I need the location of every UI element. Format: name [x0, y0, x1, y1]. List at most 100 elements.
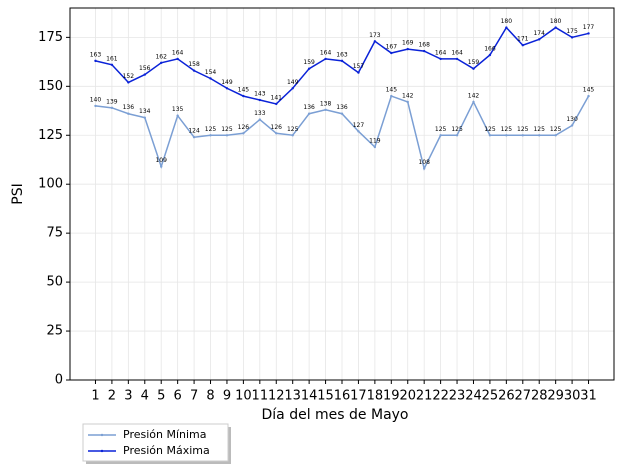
point: [127, 81, 130, 84]
data-label: 124: [188, 128, 200, 135]
point: [357, 71, 360, 74]
point: [291, 87, 294, 90]
x-tick-label: 3: [124, 389, 132, 404]
point: [390, 51, 393, 55]
y-tick-label: 0: [55, 373, 63, 388]
point: [340, 59, 344, 63]
legend-label: Presión Mínima: [123, 428, 207, 441]
x-tick-label: 20: [399, 389, 416, 404]
point: [110, 106, 114, 110]
point: [340, 112, 344, 115]
x-tick-label: 22: [432, 389, 449, 404]
x-tick-label: 10: [235, 389, 252, 404]
data-label: 168: [418, 42, 430, 49]
x-tick-label: 31: [580, 389, 597, 404]
data-label: 145: [386, 87, 398, 94]
data-label: 126: [238, 124, 250, 131]
point: [455, 57, 459, 61]
data-label: 136: [123, 104, 135, 111]
point: [472, 100, 475, 104]
point: [307, 67, 311, 70]
point: [94, 104, 97, 108]
data-label: 175: [566, 28, 578, 35]
data-label: 142: [402, 92, 414, 99]
point: [160, 61, 163, 65]
point: [357, 130, 360, 133]
data-label: 167: [386, 44, 398, 51]
x-tick-label: 17: [350, 389, 367, 404]
data-label: 142: [468, 92, 480, 99]
data-label: 158: [188, 61, 200, 68]
point: [390, 94, 393, 98]
data-label: 180: [501, 18, 513, 25]
point: [160, 165, 163, 168]
data-label: 125: [533, 126, 545, 133]
x-tick-label: 7: [190, 389, 198, 404]
y-tick-label: 150: [38, 79, 63, 94]
x-tick-label: 12: [268, 389, 285, 404]
data-label: 169: [402, 40, 414, 47]
point: [143, 73, 146, 76]
y-tick-label: 100: [38, 177, 63, 192]
point: [291, 134, 294, 137]
data-label: 125: [501, 126, 513, 133]
point: [192, 136, 196, 139]
data-label: 134: [139, 108, 151, 115]
point: [587, 94, 590, 98]
point: [554, 134, 557, 137]
point: [258, 98, 262, 102]
data-label: 127: [353, 122, 365, 129]
point: [488, 53, 492, 57]
data-label: 125: [205, 126, 217, 133]
y-tick-label: 125: [38, 128, 63, 143]
data-label: 133: [254, 110, 266, 117]
data-label: 125: [517, 126, 529, 133]
y-tick-label: 75: [46, 226, 63, 241]
point: [422, 167, 426, 170]
data-label: 125: [435, 126, 447, 133]
point: [538, 134, 541, 137]
data-label: 177: [583, 24, 595, 31]
point: [307, 112, 311, 115]
point: [521, 134, 524, 137]
point: [275, 102, 278, 106]
data-label: 154: [205, 69, 217, 76]
point: [373, 145, 377, 149]
point: [439, 134, 442, 137]
data-label: 163: [90, 51, 102, 58]
point: [209, 134, 212, 137]
plot-frame: [69, 7, 615, 381]
point: [242, 132, 245, 135]
x-tick-label: 9: [223, 389, 231, 404]
x-tick-label: 14: [301, 389, 318, 404]
x-tick-label: 8: [206, 389, 214, 404]
data-label: 125: [451, 126, 463, 133]
legend-marker: [100, 433, 104, 437]
point: [439, 57, 442, 61]
x-tick-label: 27: [515, 389, 532, 404]
x-tick-label: 6: [174, 389, 182, 404]
point: [209, 77, 212, 80]
data-label: 152: [123, 73, 135, 80]
data-label: 141: [271, 94, 283, 101]
point: [176, 114, 179, 117]
data-label: 130: [566, 116, 578, 123]
data-label: 139: [106, 98, 118, 105]
x-tick-label: 13: [284, 389, 301, 404]
point: [275, 132, 278, 135]
point: [143, 116, 146, 119]
x-tick-label: 5: [157, 389, 165, 404]
data-label: 163: [336, 51, 348, 58]
x-tick-label: 2: [108, 389, 116, 404]
point: [324, 57, 327, 61]
point: [505, 134, 508, 137]
data-label: 119: [369, 138, 381, 145]
point: [505, 26, 508, 29]
point: [521, 44, 524, 47]
data-label: 125: [287, 126, 299, 133]
data-label: 149: [287, 79, 299, 86]
y-tick-label: 175: [38, 30, 63, 45]
data-label: 162: [155, 53, 167, 60]
data-label: 145: [583, 87, 595, 94]
point: [242, 94, 245, 98]
